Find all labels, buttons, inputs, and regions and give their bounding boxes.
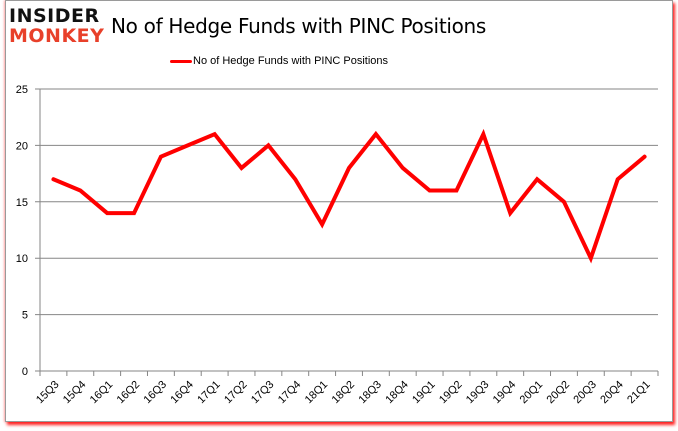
x-tick-label: 18Q2 <box>330 379 358 407</box>
x-tick-label: 19Q3 <box>464 379 492 407</box>
chart-legend: No of Hedge Funds with PINC Positions <box>170 55 388 67</box>
y-tick-label: 15 <box>16 197 28 209</box>
x-tick-label: 19Q4 <box>491 379 519 407</box>
insider-monkey-logo: INSIDER MONKEY <box>9 5 105 47</box>
logo-line-2: MONKEY <box>9 25 105 47</box>
y-tick-label: 5 <box>22 310 28 322</box>
y-tick-label: 20 <box>16 140 28 152</box>
y-tick-label: 0 <box>22 366 28 378</box>
chart-frame <box>5 0 673 422</box>
x-tick-label: 20Q4 <box>598 379 626 407</box>
x-tick-label: 19Q1 <box>410 379 438 407</box>
x-tick-label: 17Q3 <box>249 379 277 407</box>
x-tick-label: 15Q3 <box>34 379 62 407</box>
x-tick-label: 20Q1 <box>518 379 546 407</box>
chart-title: No of Hedge Funds with PINC Positions <box>111 14 487 38</box>
x-tick-label: 20Q3 <box>571 379 599 407</box>
x-tick-label: 16Q4 <box>168 379 196 407</box>
x-tick-label: 16Q1 <box>88 379 116 407</box>
x-tick-label: 17Q1 <box>195 379 223 407</box>
logo-line-1: INSIDER <box>9 5 100 27</box>
x-tick-label: 16Q2 <box>115 379 143 407</box>
x-tick-label: 15Q4 <box>61 379 89 407</box>
x-tick-label: 18Q4 <box>383 379 411 407</box>
y-tick-label: 10 <box>16 253 28 265</box>
x-tick-label: 17Q2 <box>222 379 250 407</box>
y-tick-label: 25 <box>16 84 28 96</box>
series-line <box>51 128 647 264</box>
x-tick-label: 16Q3 <box>142 379 170 407</box>
legend-label: No of Hedge Funds with PINC Positions <box>193 55 389 67</box>
x-tick-label: 17Q4 <box>276 379 304 407</box>
x-tick-label: 19Q2 <box>437 379 465 407</box>
x-tick-label: 21Q1 <box>625 379 653 407</box>
x-tick-label: 18Q3 <box>356 379 384 407</box>
x-tick-label: 20Q2 <box>545 379 573 407</box>
legend-line-swatch-icon <box>170 59 192 63</box>
x-tick-label: 18Q1 <box>303 379 331 407</box>
